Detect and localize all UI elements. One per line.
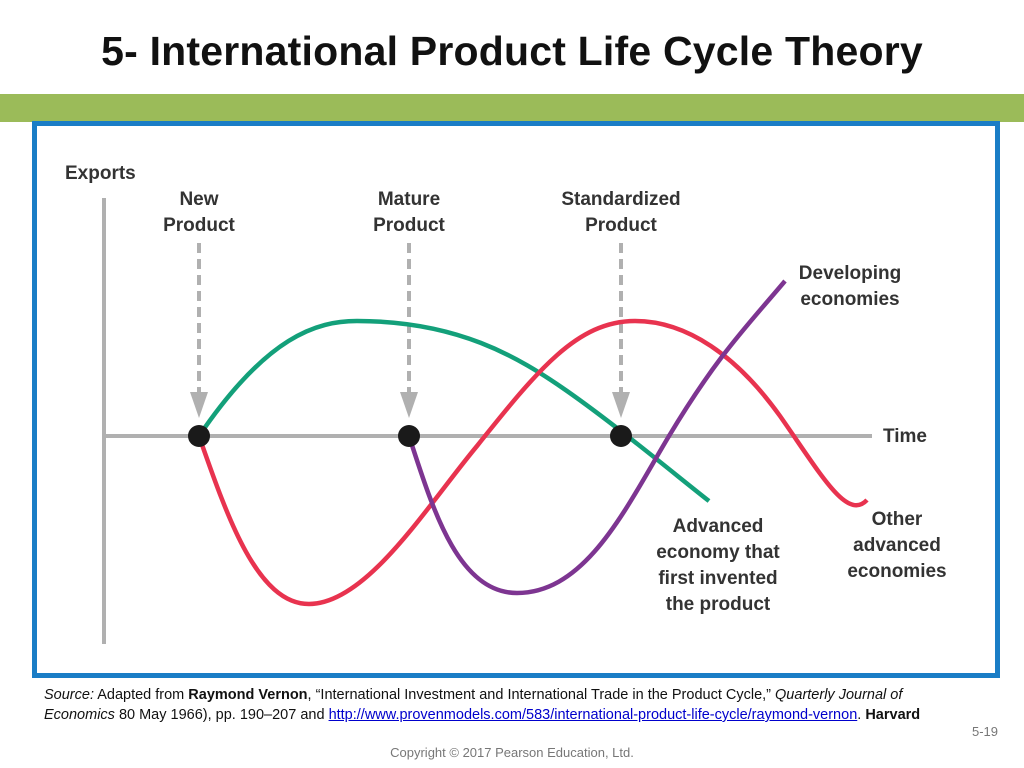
product-life-cycle-diagram: Exports Time New Product Mature Product … xyxy=(65,163,947,644)
source-text-1: Adapted from xyxy=(93,687,189,703)
source-journal: Quarterly Journal of Economics xyxy=(44,687,903,723)
mature-product-marker xyxy=(398,425,420,447)
source-link[interactable]: http://www.provenmodels.com/583/internat… xyxy=(328,707,858,723)
source-text-2: , “International Investment and Internat… xyxy=(307,687,776,703)
title-accent-band xyxy=(0,94,1024,122)
y-axis-label: Exports xyxy=(65,163,136,184)
stage-label-mature-line1: Mature xyxy=(378,189,440,210)
other-advanced-label-line1: Other xyxy=(872,509,923,530)
source-prefix: Source: xyxy=(44,687,94,703)
source-text-4: . xyxy=(857,707,866,723)
advanced-economy-label-line1: Advanced xyxy=(673,516,764,537)
stage-arrow-new xyxy=(190,243,208,418)
stage-label-standardized-line2: Product xyxy=(585,215,657,236)
other-advanced-label-line3: economies xyxy=(847,561,946,582)
other-advanced-economies-curve xyxy=(196,318,869,607)
developing-economies-label-line2: economies xyxy=(800,289,899,310)
source-text-3: 80 May 1966), pp. 190–207 and xyxy=(114,707,329,723)
slide-number: 5-19 xyxy=(971,724,998,739)
stage-label-new-line1: New xyxy=(179,189,218,210)
copyright-notice: Copyright © 2017 Pearson Education, Ltd. xyxy=(390,745,634,760)
developing-economies-label-line1: Developing xyxy=(799,263,901,284)
diagram-frame: Exports Time New Product Mature Product … xyxy=(32,121,1000,678)
source-tail: Harvard xyxy=(865,707,921,723)
other-advanced-label-line2: advanced xyxy=(853,535,941,556)
developing-economies-curve xyxy=(406,279,787,596)
source-author: Raymond Vernon xyxy=(188,687,308,703)
source-note: Source: Adapted from Raymond Vernon, “In… xyxy=(44,685,974,725)
stage-arrow-mature xyxy=(400,243,418,418)
x-axis-label: Time xyxy=(883,426,927,447)
slide-title: 5- International Product Life Cycle Theo… xyxy=(101,28,923,74)
stage-label-new-line2: Product xyxy=(163,215,235,236)
new-product-marker xyxy=(188,425,210,447)
stage-label-standardized-line1: Standardized xyxy=(561,189,680,210)
standardized-product-marker xyxy=(610,425,632,447)
advanced-economy-label-line3: first invented xyxy=(658,568,777,589)
advanced-economy-inventor-curve xyxy=(197,318,711,503)
advanced-economy-label-line4: the product xyxy=(666,594,771,615)
stage-label-mature-line2: Product xyxy=(373,215,445,236)
advanced-economy-label-line2: economy that xyxy=(656,542,780,563)
stage-arrow-standardized xyxy=(612,243,630,418)
